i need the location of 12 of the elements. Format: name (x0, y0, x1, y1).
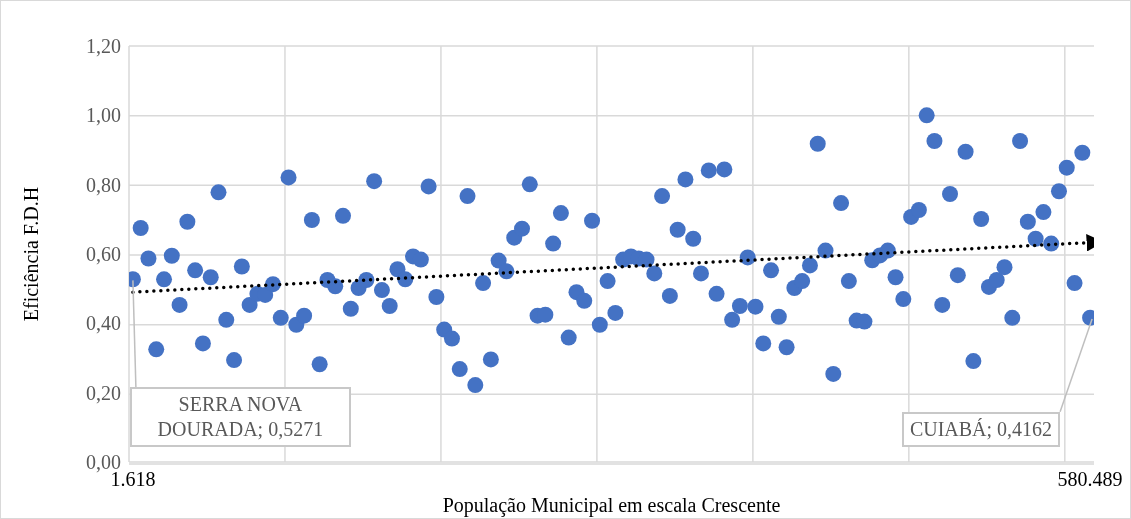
x-axis-title: População Municipal em escala Crescente (442, 494, 781, 517)
y-tick-label: 1,20 (86, 35, 121, 58)
y-axis-title: Eficiência F.D.H (20, 186, 43, 322)
y-tick-label: 1,00 (86, 104, 121, 127)
y-tick-label: 0,40 (86, 312, 121, 335)
y-tick-label: 0,60 (86, 243, 121, 266)
annotation: SERRA NOVA DOURADA; 0,5271 (129, 387, 351, 448)
x-tick-label: 580.489 (1057, 468, 1123, 490)
annotation: CUIABÁ; 0,4162 (901, 411, 1061, 447)
x-tick-label: 1.618 (110, 468, 156, 490)
y-tick-label: 0,80 (86, 173, 121, 196)
y-tick-label: 0,20 (86, 381, 121, 404)
